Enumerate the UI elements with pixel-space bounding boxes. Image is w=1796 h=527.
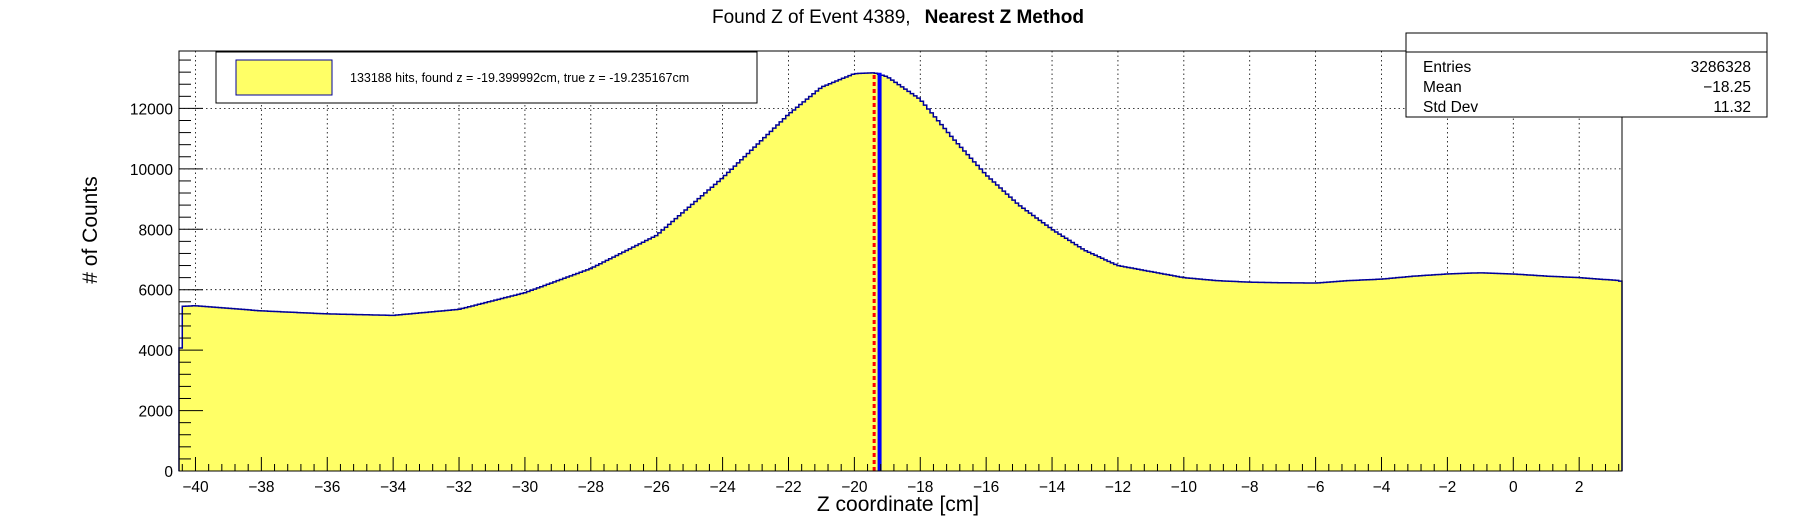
x-tick-label: −2 <box>1439 479 1457 496</box>
x-tick-label: −22 <box>775 479 801 496</box>
stats-value-entries: 3286328 <box>1691 59 1751 76</box>
plot-frame <box>178 50 1623 472</box>
axes: −40 −38 −36 −34 −32 −30 −28 −26 −24 −22 −20 −18 −16−… <box>130 59 1620 496</box>
x-tick-label: −16 <box>973 479 999 496</box>
x-tick-label: −14 <box>1039 479 1066 496</box>
legend-swatch <box>235 59 333 96</box>
stats-label-mean: Mean <box>1423 79 1462 96</box>
x-tick-label: −34 <box>380 479 407 496</box>
x-tick-label: −32 <box>446 479 472 496</box>
x-tick-label: −36 <box>314 479 340 496</box>
chart-title-prefix: Found Z of Event 4389, <box>712 7 911 28</box>
legend-entry: 133188 hits, found z = -19.399992cm, tru… <box>350 71 689 85</box>
y-tick-label: 0 <box>164 464 173 481</box>
y-tick-label: 6000 <box>139 283 174 300</box>
x-tick-label: −4 <box>1373 479 1391 496</box>
chart-title-bold: Nearest Z Method <box>925 7 1084 28</box>
stats-label-stddev: Std Dev <box>1423 99 1478 116</box>
x-tick-label: −38 <box>248 479 274 496</box>
x-axis-label: Z coordinate [cm] <box>817 493 979 516</box>
y-tick-label: 8000 <box>139 222 174 239</box>
x-tick-label: −28 <box>578 479 604 496</box>
stats-value-stddev: 11.32 <box>1713 99 1751 116</box>
x-tick-label: −30 <box>512 479 539 496</box>
x-tick-label: −24 <box>709 479 736 496</box>
x-tick-label: −6 <box>1307 479 1325 496</box>
stats-value-mean: −18.25 <box>1703 79 1751 96</box>
chart-title: Found Z of Event 4389, Nearest Z Method <box>712 7 1084 28</box>
x-tick-label: −40 <box>182 479 209 496</box>
legend: 133188 hits, found z = -19.399992cm, tru… <box>215 51 758 104</box>
y-tick-label: 2000 <box>139 404 174 421</box>
stats-frame <box>1405 32 1768 118</box>
y-tick-label: 12000 <box>130 101 173 118</box>
y-tick-label: 10000 <box>130 162 173 179</box>
y-axis-label: # of Counts <box>79 176 102 283</box>
x-tick-label: −20 <box>841 479 868 496</box>
histogram-series <box>178 72 1623 471</box>
stats-label-entries: Entries <box>1423 59 1471 76</box>
y-tick-label: 4000 <box>139 343 174 360</box>
x-tick-label: −12 <box>1105 479 1131 496</box>
x-tick-label: −26 <box>644 479 670 496</box>
histogram-fill <box>179 72 1622 471</box>
x-tick-label: −8 <box>1241 479 1259 496</box>
x-tick-label: −10 <box>1171 479 1198 496</box>
histogram-outline <box>178 72 1623 471</box>
x-tick-label: 2 <box>1575 479 1584 496</box>
x-tick-label: −18 <box>907 479 933 496</box>
stats-box: Entries 3286328 Mean −18.25 Std Dev 11.3… <box>1405 32 1768 118</box>
x-tick-label: 0 <box>1509 479 1518 496</box>
